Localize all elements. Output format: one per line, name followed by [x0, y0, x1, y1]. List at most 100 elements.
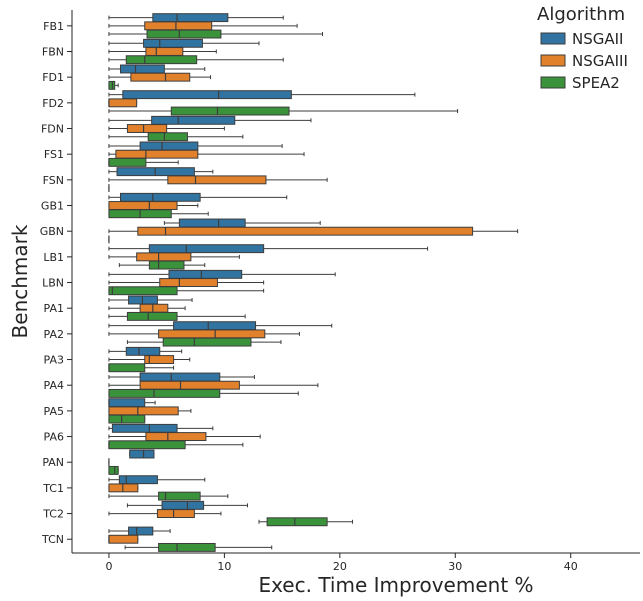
y-tick-label: GB1	[41, 200, 64, 213]
box-NSGAII-PAN	[129, 449, 155, 459]
box-NSGAIII-FB1	[108, 21, 298, 31]
y-tick-label: PA3	[44, 354, 64, 367]
iqr-box	[139, 303, 169, 313]
iqr-box	[161, 500, 205, 510]
box-NSGAIII-FSN	[108, 175, 328, 185]
box-NSGAIII-PA3	[108, 355, 191, 364]
box-NSGAIII-FD2	[108, 98, 138, 108]
box-NSGAII-FD2	[108, 90, 416, 100]
box-NSGAII-GB1	[108, 192, 288, 202]
iqr-box	[125, 346, 161, 356]
iqr-box	[162, 337, 252, 347]
iqr-box	[122, 90, 292, 100]
box-SPEA2-TC1	[108, 491, 229, 501]
box-NSGAIII-PA6	[108, 432, 261, 442]
iqr-box	[156, 509, 195, 519]
x-axis-title: Exec. Time Improvement %	[258, 573, 533, 597]
iqr-box	[108, 465, 119, 475]
box-NSGAIII-PA1	[108, 303, 186, 313]
box-SPEA2-PAN	[108, 465, 119, 475]
y-tick-label: TCN	[41, 533, 64, 546]
box-NSGAII-FSN	[108, 167, 214, 177]
y-tick-label: PAN	[42, 456, 64, 469]
iqr-box	[128, 526, 154, 536]
x-tick-label: 10	[217, 560, 231, 573]
box-NSGAII-FDN	[108, 115, 312, 125]
iqr-box	[158, 329, 266, 339]
iqr-box	[118, 475, 158, 485]
box-NSGAIII-FS1	[108, 149, 305, 159]
legend: Algorithm NSGAII NSGAIII SPEA2	[537, 4, 628, 92]
box-NSGAIII-PA5	[108, 406, 192, 416]
iqr-box	[130, 72, 191, 82]
iqr-box	[158, 542, 216, 552]
iqr-box	[139, 380, 240, 390]
box-NSGAII-FS1	[108, 141, 283, 151]
box-NSGAIII-TC1	[108, 483, 139, 493]
y-tick-label: LB1	[43, 251, 64, 264]
iqr-box	[158, 491, 201, 501]
iqr-box	[139, 141, 199, 151]
y-tick-label: PA6	[44, 431, 64, 444]
iqr-box	[159, 278, 218, 287]
y-ticks: FB1 FBN FD1 FD2 FDN FS1 FSN GB1 GBN LB1 LBN PA1 PA2 P…	[40, 20, 72, 546]
iqr-box	[108, 98, 138, 108]
iqr-box	[147, 132, 188, 142]
iqr-box	[143, 38, 203, 48]
box-SPEA2-PA3	[108, 363, 175, 373]
iqr-box	[178, 218, 246, 228]
iqr-box	[108, 398, 146, 408]
iqr-box	[125, 55, 198, 65]
box-NSGAII-PA4	[108, 372, 255, 382]
box-NSGAII-FB1	[108, 13, 284, 23]
iqr-box	[108, 414, 146, 424]
legend-swatch-NSGAIII	[540, 54, 566, 67]
box-SPEA2-GB1	[108, 209, 209, 219]
iqr-box	[266, 517, 328, 527]
iqr-box	[152, 13, 229, 23]
iqr-box	[129, 449, 155, 459]
box-NSGAII-PA5	[108, 398, 156, 408]
iqr-box	[173, 321, 257, 331]
iqr-box	[126, 124, 168, 133]
iqr-box	[108, 157, 147, 167]
iqr-box	[148, 244, 265, 254]
iqr-box	[108, 201, 178, 210]
iqr-box	[108, 440, 186, 450]
y-tick-label: PA1	[44, 302, 64, 315]
iqr-box	[146, 29, 222, 39]
box-NSGAIII-GB1	[108, 201, 199, 210]
y-tick-label: FDN	[41, 123, 64, 136]
box-NSGAII-PA3	[108, 346, 183, 356]
iqr-box	[151, 115, 236, 125]
iqr-box	[145, 432, 207, 442]
box-NSGAIII-LBN	[108, 278, 265, 287]
iqr-box	[170, 106, 290, 116]
iqr-box	[108, 363, 146, 373]
iqr-box	[139, 372, 221, 382]
box-SPEA2-TC2	[258, 517, 354, 527]
iqr-box	[148, 260, 185, 270]
box-SPEA2-PA1	[108, 311, 246, 321]
box-NSGAII-FD1	[108, 64, 206, 74]
box-NSGAII-LBN	[108, 269, 336, 279]
boxes-layer	[108, 13, 519, 552]
box-SPEA2-PA2	[126, 337, 282, 347]
iqr-box	[144, 355, 175, 364]
y-tick-label: GBN	[40, 225, 64, 238]
box-NSGAII-GBN	[163, 218, 321, 228]
iqr-box	[108, 534, 139, 544]
box-NSGAII-PA1	[108, 295, 193, 305]
box-NSGAIII-GBN	[108, 226, 519, 236]
legend-title: Algorithm	[537, 4, 625, 25]
y-tick-label: FD1	[42, 71, 64, 84]
iqr-box	[137, 226, 474, 236]
x-tick-label: 20	[333, 560, 347, 573]
x-tick-label: 0	[105, 560, 112, 573]
box-NSGAII-TCN	[108, 526, 171, 536]
box-NSGAII-FBN	[108, 38, 260, 48]
y-tick-label: FSN	[43, 174, 64, 187]
iqr-box	[126, 311, 178, 321]
y-tick-label: FS1	[44, 148, 64, 161]
